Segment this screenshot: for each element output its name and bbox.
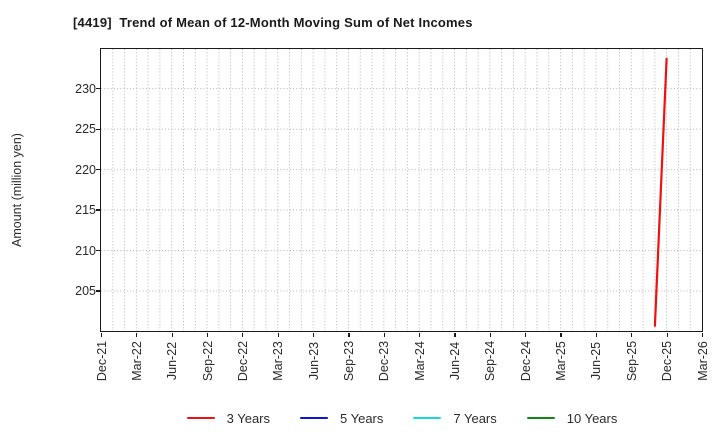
x-tick-mark — [666, 333, 668, 337]
x-tick-mark — [348, 333, 350, 337]
x-tick-label: Mar-22 — [129, 341, 144, 381]
x-tick-mark — [383, 333, 385, 337]
x-tick-mark — [454, 333, 456, 337]
x-tick-label: Dec-21 — [94, 340, 109, 382]
x-tick-label: Sep-25 — [624, 340, 639, 382]
legend-label: 7 Years — [453, 410, 497, 426]
x-tick-label: Jun-24 — [448, 341, 463, 381]
y-tick-label: 205 — [75, 284, 96, 299]
plot-area — [100, 47, 703, 332]
legend-item-7-years: 7 Years — [413, 410, 497, 426]
y-tick-mark — [96, 290, 100, 292]
x-tick-mark — [242, 333, 244, 337]
legend-label: 5 Years — [340, 410, 384, 426]
legend-label: 3 Years — [226, 410, 270, 426]
x-tick-label: Sep-24 — [483, 340, 498, 382]
plot-grid — [101, 48, 702, 331]
x-tick-mark — [701, 333, 704, 337]
legend-line-swatch — [526, 416, 555, 420]
x-tick-mark — [136, 333, 138, 337]
legend: 3 Years 5 Years 7 Years 10 Years — [102, 405, 703, 431]
y-tick-mark — [96, 249, 100, 252]
y-tick-mark — [96, 169, 100, 171]
y-tick-label: 225 — [75, 122, 96, 137]
y-tick-label: 210 — [75, 243, 96, 258]
x-tick-mark — [100, 333, 103, 337]
legend-item-5-years: 5 Years — [300, 411, 383, 426]
vertical-gridlines — [112, 48, 691, 331]
x-tick-label: Mar-24 — [412, 341, 427, 381]
x-tick-mark — [277, 333, 279, 337]
x-tick-label: Mar-26 — [695, 341, 710, 381]
x-tick-mark — [489, 333, 491, 337]
x-tick-mark — [631, 333, 633, 337]
x-tick-label: Dec-25 — [660, 340, 675, 382]
x-tick-mark — [525, 333, 527, 337]
y-tick-mark — [96, 209, 100, 211]
x-tick-mark — [171, 333, 173, 337]
y-tick-label: 230 — [75, 81, 96, 96]
y-tick-mark — [96, 88, 100, 90]
y-tick-label: 220 — [75, 162, 96, 177]
x-tick-mark — [595, 333, 598, 337]
x-tick-label: Mar-23 — [271, 341, 286, 381]
chart-title: [4419] Trend of Mean of 12-Month Moving … — [73, 15, 473, 30]
series-line-3-years — [653, 57, 668, 327]
legend-item-10-years: 10 Years — [526, 410, 618, 426]
x-tick-label: Jun-23 — [306, 341, 321, 381]
series-lines — [653, 57, 668, 327]
x-tick-label: Dec-24 — [518, 340, 533, 382]
x-tick-mark — [206, 333, 209, 337]
x-tick-mark — [313, 333, 315, 337]
x-tick-label: Mar-25 — [554, 341, 569, 381]
x-tick-label: Sep-23 — [341, 340, 356, 382]
y-tick-label: 215 — [75, 203, 96, 218]
y-tick-mark — [96, 128, 100, 130]
y-axis-label: Amount (million yen) — [10, 133, 24, 247]
x-tick-label: Dec-22 — [235, 340, 250, 382]
x-tick-mark — [419, 333, 421, 337]
legend-line-swatch — [300, 416, 328, 420]
x-tick-mark — [560, 333, 562, 337]
x-tick-label: Jun-25 — [589, 341, 604, 381]
x-tick-label: Jun-22 — [165, 341, 180, 381]
x-tick-label: Sep-22 — [200, 340, 215, 382]
x-tick-label: Dec-23 — [377, 340, 392, 382]
legend-label: 10 Years — [566, 410, 618, 426]
legend-line-swatch — [186, 416, 215, 420]
legend-line-swatch — [413, 416, 442, 420]
legend-item-3-years: 3 Years — [186, 410, 270, 426]
horizontal-gridlines — [101, 87, 702, 292]
